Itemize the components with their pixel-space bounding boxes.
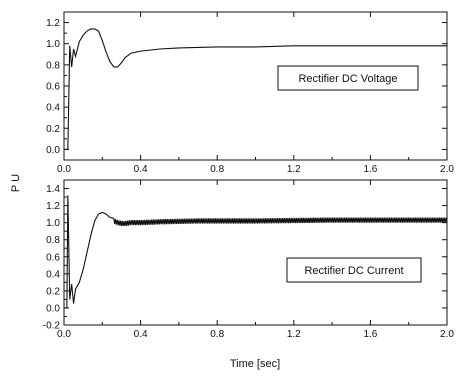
current-y-tick-label: 0.4 [46,269,60,280]
current-x-tick-label: 2.0 [440,329,454,340]
voltage-x-tick-label: 0.4 [134,164,148,175]
voltage-x-tick-label: 0.8 [210,164,224,175]
voltage-y-tick-label: 0.8 [46,60,60,71]
voltage-x-tick-label: 0.0 [57,164,71,175]
voltage-y-tick-label: 1.0 [46,39,60,50]
y-axis-label: P U [10,174,22,192]
current-series-line [64,195,447,309]
voltage-y-tick-label: 0.4 [46,103,60,114]
voltage-y-tick-label: 1.2 [46,18,60,29]
current-y-tick-label: 0.8 [46,235,60,246]
current-y-tick-label: 1.0 [46,218,60,229]
current-legend-box [286,257,422,283]
voltage-y-tick-label: 0.6 [46,82,60,93]
current-plot-frame [63,179,448,326]
voltage-x-tick-label: 1.2 [287,164,301,175]
current-y-tick-label: -0.2 [43,321,61,332]
current-panel: 0.0 0.4 0.8 1.2 1.6 2.0-0.20.00.20.40.60.81.0… [43,179,454,340]
current-x-tick-label: 1.2 [287,329,301,340]
voltage-y-tick-label: 0.0 [46,145,60,156]
current-x-tick-label: 1.6 [363,329,377,340]
current-y-tick-label: 0.6 [46,252,60,263]
current-y-tick-label: 1.4 [46,184,60,195]
current-x-tick-label: 0.0 [57,329,71,340]
x-axis-label: Time [sec] [230,358,280,370]
voltage-x-tick-label: 1.6 [363,164,377,175]
current-y-tick-label: 0.2 [46,286,60,297]
current-y-tick-label: 0.0 [46,303,60,314]
voltage-y-tick-label: 0.2 [46,124,60,135]
voltage-x-tick-label: 2.0 [440,164,454,175]
voltage-legend-label: Rectifier DC Voltage [298,73,397,85]
current-x-tick-label: 0.4 [134,329,148,340]
current-x-tick-label: 0.8 [210,329,224,340]
voltage-panel: 0.0 0.4 0.8 1.2 1.6 2.0 0.0 0.2 0.4 0.6 0.8 1.0 1.2 R… [46,11,454,175]
current-legend-label: Rectifier DC Current [304,265,403,277]
voltage-series-line [64,28,447,150]
voltage-legend-box [277,65,419,91]
current-y-tick-label: 1.2 [46,201,60,212]
